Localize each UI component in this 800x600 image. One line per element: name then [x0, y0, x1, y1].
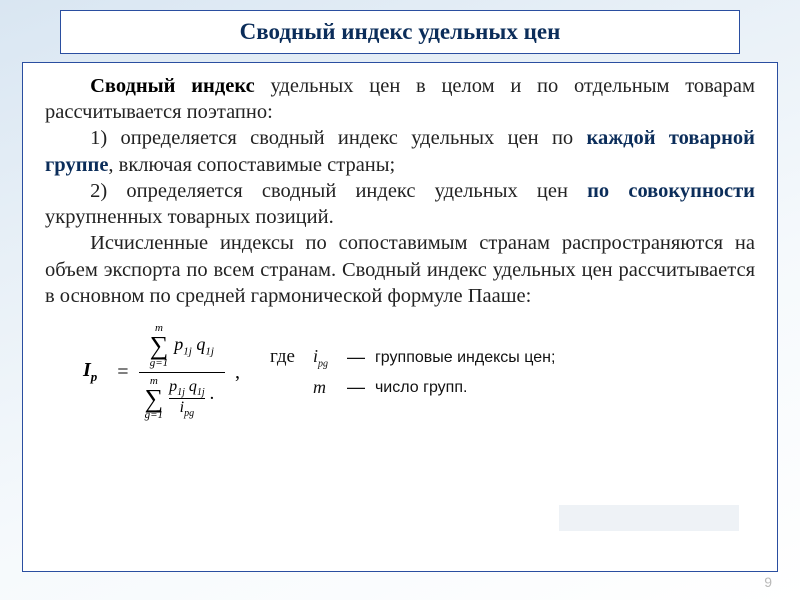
item2-num: 2): [90, 180, 107, 202]
list-item-2: 2) определяется сводный индекс удельных …: [45, 178, 755, 230]
num-term: p1j q1j: [174, 334, 214, 358]
formula-row: Ip = m ∑ g=1 p1j q1j: [45, 321, 755, 423]
sum-denominator: m ∑ g=1: [145, 376, 164, 421]
fraction-numerator: m ∑ g=1 p1j q1j: [144, 321, 220, 370]
formula-eq: =: [117, 361, 128, 384]
list-item-1: 1) определяется сводный индекс удельных …: [45, 125, 755, 177]
formula-comma: ,: [235, 361, 240, 384]
item1-num: 1): [90, 127, 107, 149]
para3-text: Исчисленные индексы по сопоставимым стра…: [45, 232, 755, 306]
sum-numerator: m ∑ g=1: [150, 323, 169, 368]
page-number: 9: [764, 574, 772, 590]
formula-lhs: Ip: [83, 359, 97, 385]
dot-divider: ·: [209, 388, 215, 410]
legend-where: где: [270, 346, 295, 368]
formula-main-fraction: m ∑ g=1 p1j q1j m ∑ g=1: [139, 321, 225, 423]
inner-fraction: p1j q1j ipg: [169, 378, 205, 420]
item2-post: укрупненных товарных позиций.: [45, 206, 334, 228]
fraction-denominator: m ∑ g=1 p1j q1j ipg ·: [139, 374, 225, 423]
legend-column: ipg — групповые индексы цен; m — число г…: [313, 346, 555, 399]
item2-pre: определяется сводный индекс удельных цен: [107, 180, 587, 202]
paragraph-3: Исчисленные индексы по сопоставимым стра…: [45, 230, 755, 309]
legend-row-2: m — число групп.: [313, 377, 555, 398]
title-box: Сводный индекс удельных цен: [60, 10, 740, 54]
page-title: Сводный индекс удельных цен: [71, 19, 729, 45]
formula: Ip = m ∑ g=1 p1j q1j: [83, 321, 240, 423]
intro-lead-bold: Сводный индекс: [90, 75, 255, 97]
formula-legend: где ipg — групповые индексы цен; m — чис…: [270, 346, 555, 399]
legend-row-1: ipg — групповые индексы цен;: [313, 346, 555, 370]
intro-paragraph: Сводный индекс удельных цен в целом и по…: [45, 73, 755, 125]
decorative-bg: [559, 505, 739, 531]
item1-pre: определяется сводный индекс удельных цен…: [107, 127, 586, 149]
item1-post: , включая сопоставимые страны;: [108, 154, 395, 176]
item2-bold: по совокупности: [587, 180, 755, 202]
content-box: Сводный индекс удельных цен в целом и по…: [22, 62, 778, 572]
